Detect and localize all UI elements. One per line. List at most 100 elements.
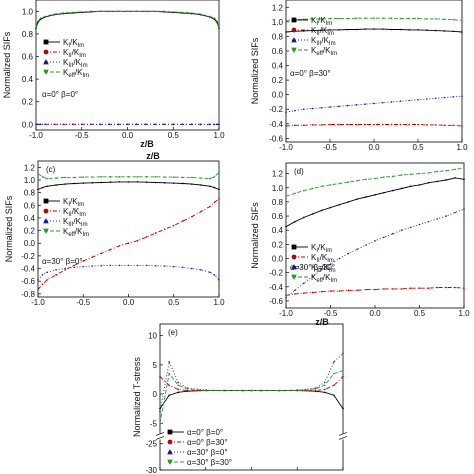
data-point: [127, 176, 130, 178]
legend-marker: [167, 429, 173, 435]
data-point: [374, 240, 376, 242]
data-point: [356, 289, 359, 292]
data-point: [426, 29, 428, 32]
y-tick-label: 5: [153, 361, 158, 370]
data-point: [35, 26, 37, 28]
data-point: [427, 182, 430, 184]
data-point: [41, 274, 44, 276]
data-point: [383, 191, 385, 194]
data-point: [436, 218, 439, 220]
data-point: [64, 269, 66, 271]
data-point: [390, 123, 393, 126]
data-point: [250, 389, 253, 392]
data-point: [364, 103, 367, 105]
data-point: [314, 388, 317, 390]
data-point: [323, 391, 326, 394]
chart-panel-b: -1.0 -0.5 0.0 0.5 1.0 -0.6 -0.4 -0.2 0.0 0.2 0.4 0.…: [146, 0, 468, 161]
data-point: [136, 264, 139, 267]
series-line: [159, 390, 344, 409]
data-point: [342, 407, 344, 410]
data-point: [216, 21, 218, 24]
data-point: [409, 173, 412, 176]
data-point: [417, 123, 419, 126]
data-point: [443, 124, 446, 127]
legend-label: KI/KIm: [63, 197, 84, 208]
data-point: [365, 288, 367, 291]
legend-marker: [43, 198, 49, 204]
data-point: [108, 10, 110, 13]
data-point: [436, 180, 439, 183]
data-point: [80, 11, 83, 13]
data-point: [285, 31, 287, 33]
data-point: [177, 384, 180, 387]
data-point: [213, 201, 216, 203]
data-point: [347, 252, 350, 255]
x-tick-label: -0.5: [76, 298, 90, 307]
data-point: [241, 389, 244, 392]
data-point: [296, 389, 299, 392]
data-point: [35, 27, 37, 30]
data-point: [37, 123, 39, 126]
y-tick-label: -0.2: [269, 105, 283, 114]
data-point: [294, 124, 296, 127]
data-point: [320, 106, 323, 109]
data-point: [418, 223, 421, 226]
series-line: [285, 17, 463, 21]
data-point: [126, 123, 129, 126]
data-point: [417, 29, 419, 31]
series-line: [37, 181, 220, 190]
data-point: [41, 186, 44, 189]
legend-label: KIII/KIm: [63, 217, 88, 228]
data-point: [41, 283, 44, 286]
x-tick-label: 1.0: [458, 309, 470, 318]
data-point: [55, 184, 57, 186]
series-2: [35, 123, 220, 126]
data-point: [218, 279, 220, 281]
y-tick-label: -30: [145, 466, 157, 474]
series-line: [37, 264, 220, 281]
data-point: [37, 188, 39, 191]
data-point: [218, 26, 220, 28]
legend-label: α=0° β=0°: [187, 428, 223, 437]
data-point: [218, 188, 220, 191]
data-point: [434, 18, 437, 20]
data-point: [118, 181, 121, 183]
data-point: [436, 170, 439, 173]
data-point: [329, 17, 331, 20]
data-point: [436, 286, 439, 289]
legend-label: KII/KIm: [63, 48, 86, 59]
data-point: [223, 389, 225, 392]
x-tick-label: 0.0: [368, 143, 380, 152]
y-tick-label: -0.6: [21, 277, 35, 286]
x-axis-label: z/B: [315, 317, 329, 327]
y-tick-label: 0.8: [22, 30, 34, 39]
data-point: [213, 176, 216, 178]
data-point: [346, 28, 349, 31]
data-point: [408, 17, 411, 20]
data-point: [64, 176, 66, 179]
data-point: [181, 11, 184, 14]
data-point: [177, 388, 180, 391]
data-point: [399, 123, 402, 126]
data-point: [417, 17, 419, 20]
x-tick-label: 0.5: [412, 143, 424, 152]
data-point: [135, 123, 138, 126]
data-point: [172, 123, 175, 126]
data-point: [199, 123, 202, 126]
data-point: [53, 123, 56, 126]
series-line: [159, 352, 344, 412]
series-3: [35, 10, 220, 28]
data-point: [37, 20, 39, 23]
y-tick-label: 0.0: [272, 254, 284, 263]
data-point: [168, 361, 170, 363]
series-0: [285, 28, 463, 33]
legend-marker: [43, 208, 49, 214]
series-line: [159, 370, 344, 424]
data-point: [154, 176, 157, 178]
data-point: [37, 172, 39, 175]
data-point: [216, 123, 218, 126]
series-0: [285, 177, 465, 228]
data-point: [109, 176, 112, 178]
data-point: [338, 17, 340, 20]
